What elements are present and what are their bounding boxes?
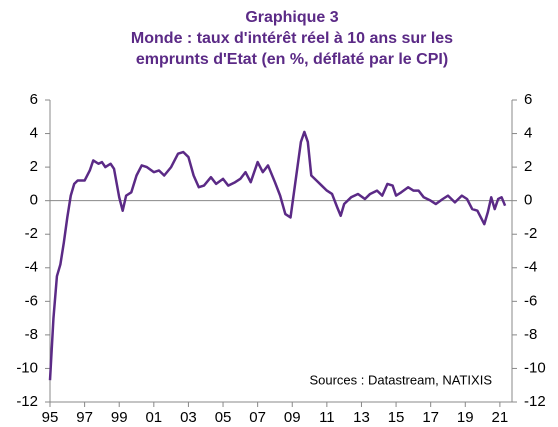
x-tick-label: 21 xyxy=(492,409,509,426)
x-tick-label: 97 xyxy=(76,409,93,426)
y2-tick-label: 4 xyxy=(524,125,532,142)
y2-tick-label: 0 xyxy=(524,192,532,209)
x-tick-label: 01 xyxy=(145,409,162,426)
y2-tick-label: -10 xyxy=(524,359,546,376)
source-note: Sources : Datastream, NATIXIS xyxy=(309,372,492,387)
x-tick-label: 95 xyxy=(42,409,59,426)
y2-tick-label: 6 xyxy=(524,91,532,108)
y-tick-label: 6 xyxy=(30,91,38,108)
x-tick-label: 99 xyxy=(111,409,128,426)
x-tick-label: 17 xyxy=(422,409,439,426)
y-tick-label: 0 xyxy=(30,192,38,209)
x-tick-label: 07 xyxy=(249,409,266,426)
y-tick-label: -2 xyxy=(25,225,38,242)
y-tick-label: -8 xyxy=(25,326,38,343)
y-tick-label: 4 xyxy=(30,125,38,142)
data-line xyxy=(48,130,507,381)
y-tick-label: 2 xyxy=(30,158,38,175)
y2-tick-label: 2 xyxy=(524,158,532,175)
x-tick-label: 05 xyxy=(215,409,232,426)
y-tick-label: -4 xyxy=(25,259,38,276)
chart-title: Graphique 3 xyxy=(245,9,338,26)
x-tick-label: 03 xyxy=(180,409,197,426)
y-tick-label: -6 xyxy=(25,292,38,309)
y-tick-label: -10 xyxy=(16,359,38,376)
y2-tick-label: -2 xyxy=(524,225,537,242)
y-tick-label: -12 xyxy=(16,393,38,410)
y2-tick-label: -8 xyxy=(524,326,537,343)
x-tick-label: 15 xyxy=(388,409,405,426)
chart-subtitle: emprunts d'Etat (en %, déflaté par le CP… xyxy=(136,51,448,68)
y2-tick-label: -6 xyxy=(524,292,537,309)
y2-tick-label: -12 xyxy=(524,393,546,410)
x-tick-label: 11 xyxy=(319,409,335,426)
x-tick-label: 19 xyxy=(457,409,474,426)
chart-subtitle: Monde : taux d'intérêt réel à 10 ans sur… xyxy=(131,30,453,47)
y2-tick-label: -4 xyxy=(524,259,537,276)
x-tick-label: 09 xyxy=(284,409,301,426)
x-tick-label: 13 xyxy=(353,409,370,426)
